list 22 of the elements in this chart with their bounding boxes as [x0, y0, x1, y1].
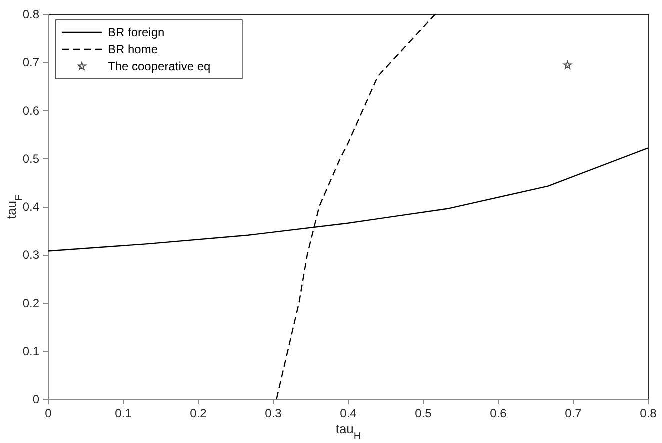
x-tick-label: 0.3 — [265, 406, 282, 420]
y-tick-label: 0.5 — [22, 152, 40, 166]
x-axis-title: tau$_{H}$ — [336, 422, 362, 442]
x-tick-label: 0.5 — [415, 406, 432, 420]
x-tick-label: 0.8 — [640, 406, 658, 420]
y-tick-label: 0.2 — [22, 296, 40, 310]
x-tick-label: 0.7 — [565, 406, 582, 420]
legend-label: BR foreign — [108, 26, 165, 40]
y-tick-label: 0.6 — [22, 104, 40, 118]
x-tick-label: 0.1 — [115, 406, 132, 420]
x-tick-label: 0 — [45, 406, 52, 420]
y-tick-label: 0.1 — [22, 344, 40, 358]
y-tick-label: 0.3 — [22, 248, 40, 262]
legend-label: BR home — [108, 42, 158, 56]
y-tick-label: 0.8 — [22, 8, 40, 22]
legend-label: The cooperative eq — [108, 60, 211, 74]
x-tick-label: 0.6 — [490, 406, 508, 420]
x-tick-label: 0.2 — [190, 406, 208, 420]
x-tick-label: 0.4 — [340, 406, 358, 420]
y-tick-label: 0 — [32, 392, 40, 406]
y-tick-label: 0.4 — [22, 200, 40, 214]
y-tick-label: 0.7 — [22, 56, 40, 70]
